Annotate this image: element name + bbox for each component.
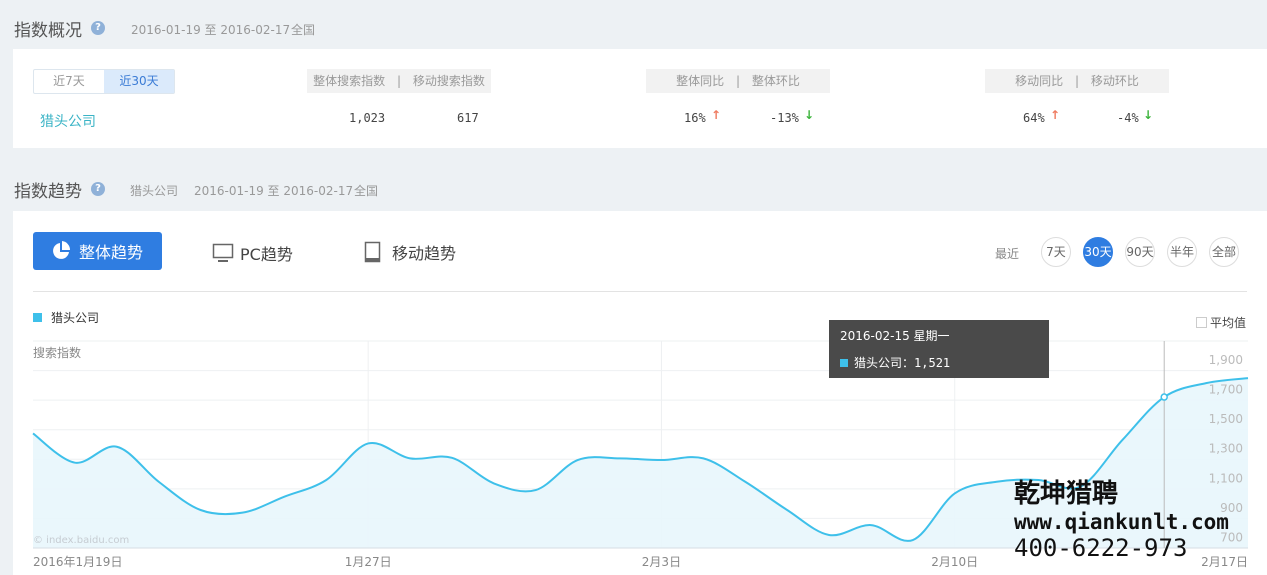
monitor-icon <box>212 243 234 262</box>
overall-yoy-value: 16% <box>684 111 706 125</box>
header-mobile-yoy: 移动同比 <box>1015 74 1064 88</box>
trend-date-range: 2016-01-19 至 2016-02-17 <box>194 184 354 198</box>
average-checkbox[interactable]: 平均值 <box>1196 314 1246 331</box>
range-tab-30d[interactable]: 近30天 <box>104 70 174 93</box>
search-index-header: 整体搜索指数 | 移动搜索指数 <box>307 69 491 93</box>
checkbox-box <box>1196 317 1207 328</box>
header-mobile-mom: 移动环比 <box>1090 74 1139 88</box>
x-tick-label: 2月3日 <box>642 555 681 569</box>
tooltip-date: 2016-02-15 星期一 <box>840 329 950 343</box>
legend-swatch <box>33 313 42 322</box>
y-tick-label: 1,500 <box>1209 412 1243 426</box>
keyword-link[interactable]: 猎头公司 <box>40 114 96 130</box>
mobile-compare-header: 移动同比 | 移动环比 <box>985 69 1169 93</box>
y-tick-label: 1,900 <box>1209 353 1243 367</box>
tooltip-value: 1,521 <box>914 355 951 370</box>
y-tick-label: 1,100 <box>1209 471 1243 485</box>
header-overall-search: 整体搜索指数 <box>313 74 386 88</box>
tab-mobile-trend[interactable]: 移动趋势 <box>364 240 456 264</box>
tooltip-swatch <box>840 358 848 367</box>
overall-compare-header: 整体同比 | 整体环比 <box>646 69 830 93</box>
separator: | <box>1074 74 1080 88</box>
overall-mom-value: -13% <box>770 111 799 125</box>
pie-chart-icon <box>53 241 71 259</box>
watermark-phone: 400-6222-973 <box>1014 534 1188 562</box>
x-tick-label: 1月27日 <box>345 555 392 569</box>
arrow-up-icon: ↑ <box>1050 108 1061 122</box>
tablet-icon <box>364 241 381 263</box>
arrow-up-icon: ↑ <box>711 108 722 122</box>
range-tab-7d[interactable]: 近7天 <box>53 74 85 88</box>
x-tick-label: 2月10日 <box>931 555 978 569</box>
overall-search-value: 1,023 <box>349 111 386 125</box>
mobile-search-value: 617 <box>457 111 479 125</box>
help-icon[interactable]: ? <box>91 21 105 35</box>
tooltip-series: 猎头公司： <box>854 356 915 370</box>
overview-card: 近7天 近30天 猎头公司 整体搜索指数 | 移动搜索指数 1,023 617 … <box>13 49 1267 148</box>
x-tick-label: 2016年1月19日 <box>33 555 122 569</box>
period-30d[interactable]: 30天 <box>1083 237 1113 267</box>
series-line <box>32 377 1249 542</box>
mobile-mom-value: -4% <box>1117 111 1139 125</box>
tab-pc-trend[interactable]: PC趋势 <box>212 241 293 265</box>
y-tick-label: 700 <box>1220 530 1243 544</box>
header-mobile-search: 移动搜索指数 <box>412 74 485 88</box>
watermark: 乾坤猎聘 www.qiankunlt.com 400-6222-973 <box>1014 481 1229 560</box>
period-90d[interactable]: 90天 <box>1125 237 1155 267</box>
legend-label: 猎头公司 <box>51 311 100 325</box>
watermark-name: 乾坤猎聘 <box>1014 479 1119 509</box>
y-axis-label: 搜索指数 <box>33 346 82 360</box>
watermark-url: www.qiankunlt.com <box>1014 510 1229 534</box>
tooltip-row: 猎头公司： 1,521 <box>840 354 950 371</box>
header-overall-mom: 整体环比 <box>751 74 800 88</box>
y-tick-label: 900 <box>1220 501 1243 515</box>
divider <box>33 291 1247 292</box>
overview-region: 全国 <box>291 23 316 37</box>
trend-title: 指数趋势 <box>14 182 82 202</box>
overview-title: 指数概况 <box>14 21 82 41</box>
trend-keyword: 猎头公司 <box>130 184 179 198</box>
overview-date-range: 2016-01-19 至 2016-02-17 <box>131 23 291 37</box>
period-7d[interactable]: 7天 <box>1041 237 1071 267</box>
period-half-year[interactable]: 半年 <box>1167 237 1197 267</box>
arrow-down-icon: ↓ <box>1143 108 1154 122</box>
y-tick-label: 1,700 <box>1209 383 1243 397</box>
recent-label: 最近 <box>995 247 1020 261</box>
tab-label: 整体趋势 <box>79 243 144 262</box>
range-toggle: 近7天 近30天 <box>33 69 175 94</box>
separator: | <box>396 74 402 88</box>
chart-tooltip: 2016-02-15 星期一 猎头公司： 1,521 <box>829 320 1049 378</box>
average-label: 平均值 <box>1210 316 1247 330</box>
header-overall-yoy: 整体同比 <box>676 74 725 88</box>
credit-text: © index.baidu.com <box>33 535 130 546</box>
tab-label: PC趋势 <box>240 245 293 264</box>
tab-overall-trend[interactable]: 整体趋势 <box>33 232 162 270</box>
x-tick-label: 2月17日 <box>1201 555 1248 569</box>
chart-legend[interactable]: 猎头公司 <box>33 309 99 326</box>
help-icon[interactable]: ? <box>91 182 105 196</box>
period-all[interactable]: 全部 <box>1209 237 1239 267</box>
trend-region: 全国 <box>354 184 379 198</box>
mobile-yoy-value: 64% <box>1023 111 1045 125</box>
arrow-down-icon: ↓ <box>804 108 815 122</box>
tab-label: 移动趋势 <box>392 244 457 263</box>
separator: | <box>735 74 741 88</box>
y-tick-label: 1,300 <box>1209 442 1243 456</box>
